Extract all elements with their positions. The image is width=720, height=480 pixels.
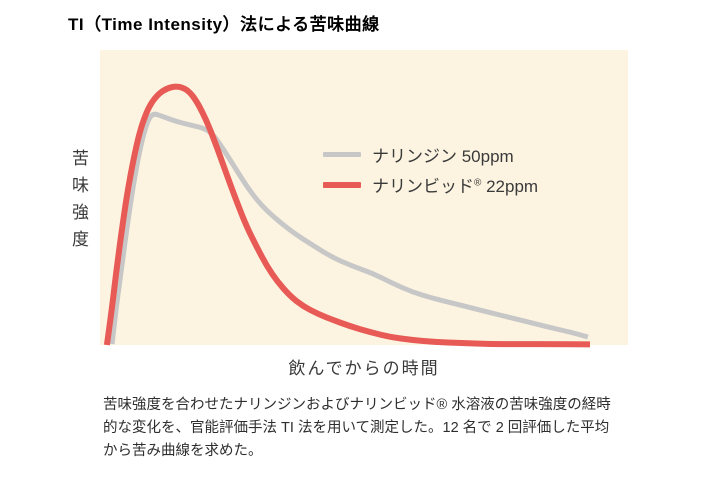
figure-caption: 苦味強度を合わせたナリンジンおよびナリンビッド® 水溶液の苦味強度の経時 的な変…	[103, 394, 648, 463]
legend-label-naringin: ナリンジン 50ppm	[372, 142, 514, 167]
caption-line: から苦み曲線を求めた。	[103, 443, 263, 459]
bitterness-curves-svg	[103, 83, 591, 348]
chart-legend: ナリンジン 50ppm ナリンビッド® 22ppm	[323, 142, 538, 197]
naringin-line-swatch	[323, 152, 361, 157]
chart-title: TI（Time Intensity）法による苦味曲線	[68, 15, 380, 34]
legend-item-naringin: ナリンジン 50ppm	[323, 142, 538, 167]
plot-area	[100, 50, 628, 348]
narinbid-line-swatch	[323, 181, 361, 188]
legend-text: ナリンジン 50ppm	[372, 147, 514, 166]
legend-text: ナリンビッド	[372, 177, 474, 196]
legend-label-narinbid: ナリンビッド® 22ppm	[372, 172, 538, 197]
legend-text-rest: 22ppm	[481, 177, 539, 196]
caption-line: 的な変化を、官能評価手法 TI 法を用いて測定した。12 名で 2 回評価した平…	[103, 420, 610, 436]
x-axis-label: 飲んでからの時間	[288, 359, 440, 378]
legend-sup: ®	[474, 177, 482, 189]
series-narinbid-line	[103, 83, 591, 348]
legend-item-narinbid: ナリンビッド® 22ppm	[323, 172, 538, 197]
caption-line: 苦味強度を合わせたナリンジンおよびナリンビッド® 水溶液の苦味強度の経時	[103, 397, 611, 413]
series-naringin-line	[109, 111, 589, 345]
y-axis-label: 苦味強度	[69, 149, 88, 257]
